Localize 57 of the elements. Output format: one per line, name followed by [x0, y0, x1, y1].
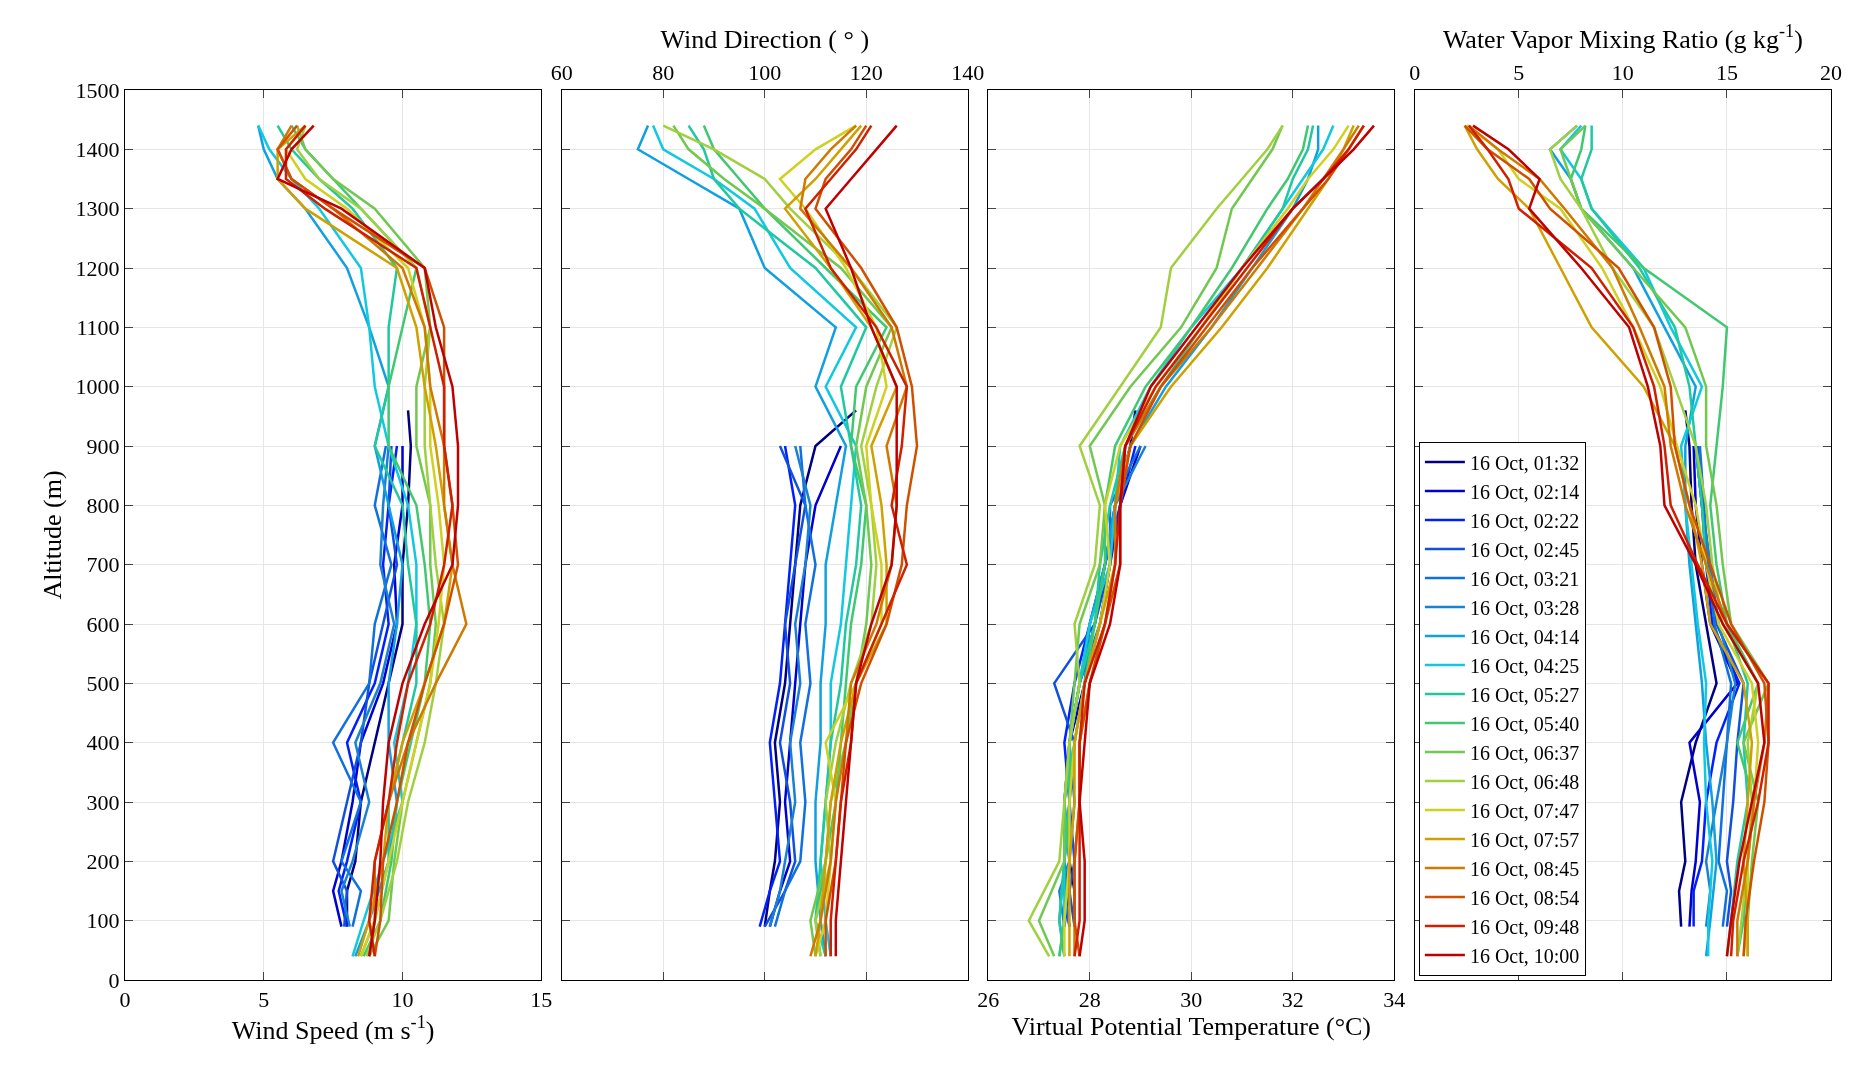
- legend-label: 16 Oct, 08:54: [1469, 886, 1580, 909]
- x-tick-label: 10: [1611, 60, 1634, 86]
- x-tick-label: 20: [1820, 60, 1842, 86]
- y-axis-title: Altitude (m): [38, 470, 67, 600]
- y-tick-label: 1200: [75, 255, 120, 281]
- legend-label: 16 Oct, 08:45: [1469, 857, 1580, 880]
- y-tick-label: 1400: [75, 137, 120, 163]
- legend-label: 16 Oct, 05:27: [1469, 683, 1580, 706]
- y-tick-label: 200: [86, 849, 120, 875]
- y-tick-label: 1300: [75, 196, 120, 222]
- x-axis-title: Virtual Potential Temperature (°C): [1011, 1012, 1372, 1042]
- x-tick-label: 0: [1409, 60, 1421, 86]
- x-axis-title: Wind Direction ( ° ): [660, 24, 870, 54]
- x-tick-label: 26: [977, 987, 1000, 1013]
- x-tick-label: 80: [652, 60, 675, 86]
- y-tick-label: 1000: [75, 374, 120, 400]
- x-tick-label: 10: [391, 987, 414, 1013]
- legend-label: 16 Oct, 06:48: [1469, 770, 1580, 793]
- legend-label: 16 Oct, 10:00: [1469, 944, 1580, 967]
- x-tick-label: 5: [1513, 60, 1525, 86]
- x-tick-label: 60: [550, 60, 573, 86]
- legend-label: 16 Oct, 09:48: [1469, 915, 1580, 938]
- legend-label: 16 Oct, 02:22: [1469, 509, 1580, 532]
- x-axis-title: Water Vapor Mixing Ratio (g kg$^{-1}$): [1442, 20, 1803, 54]
- y-tick-label: 900: [86, 433, 120, 459]
- y-tick-label: 700: [86, 552, 120, 578]
- legend-label: 16 Oct, 01:32: [1469, 451, 1580, 474]
- x-tick-label: 140: [951, 60, 985, 86]
- x-tick-label: 5: [258, 987, 270, 1013]
- legend-label: 16 Oct, 04:25: [1469, 654, 1580, 677]
- legend-label: 16 Oct, 07:47: [1469, 799, 1580, 822]
- x-tick-label: 28: [1078, 987, 1101, 1013]
- y-tick-label: 300: [86, 789, 120, 815]
- x-tick-label: 30: [1180, 987, 1203, 1013]
- legend-label: 16 Oct, 03:21: [1469, 567, 1580, 590]
- legend-label: 16 Oct, 03:28: [1469, 596, 1580, 619]
- x-tick-label: 15: [530, 987, 553, 1013]
- x-tick-label: 100: [748, 60, 782, 86]
- y-tick-label: 1100: [76, 315, 120, 341]
- y-tick-label: 500: [86, 671, 120, 697]
- x-tick-label: 120: [849, 60, 883, 86]
- x-tick-label: 32: [1281, 987, 1304, 1013]
- x-tick-label: 15: [1715, 60, 1738, 86]
- y-tick-label: 1500: [75, 77, 120, 103]
- y-tick-label: 400: [86, 730, 120, 756]
- legend-label: 16 Oct, 04:14: [1469, 625, 1580, 648]
- legend-label: 16 Oct, 02:45: [1469, 538, 1580, 561]
- y-tick-label: 0: [108, 967, 120, 993]
- legend-label: 16 Oct, 05:40: [1469, 712, 1580, 735]
- y-tick-label: 100: [86, 908, 120, 934]
- legend-label: 16 Oct, 07:57: [1469, 828, 1580, 851]
- legend-label: 16 Oct, 06:37: [1469, 741, 1580, 764]
- x-axis-title: Wind Speed (m s$^{-1}$): [231, 1012, 435, 1046]
- legend-label: 16 Oct, 02:14: [1469, 480, 1580, 503]
- x-tick-label: 34: [1383, 987, 1406, 1013]
- y-tick-label: 800: [86, 493, 120, 519]
- y-tick-label: 600: [86, 611, 120, 637]
